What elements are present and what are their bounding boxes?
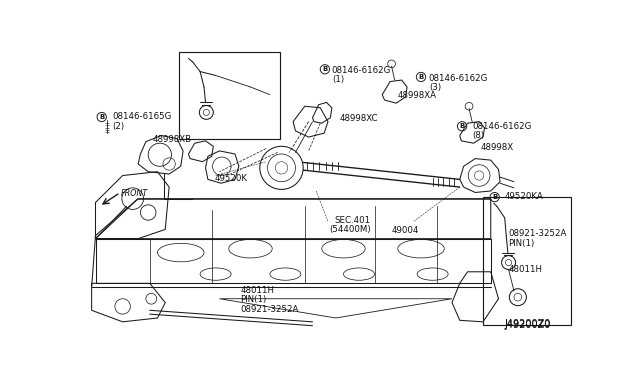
Text: 08146-6162G: 08146-6162G [332,66,391,75]
Text: 48998XA: 48998XA [397,91,436,100]
Bar [483,197,572,325]
Text: 48998X: 48998X [481,143,514,152]
Text: 48011H: 48011H [241,286,275,295]
Text: 49520KA: 49520KA [505,192,543,202]
Text: (54400M): (54400M) [330,225,371,234]
Text: 48998XB: 48998XB [153,135,192,144]
Text: 08146-6162G: 08146-6162G [472,122,532,131]
Text: 08921-3252A: 08921-3252A [509,230,567,238]
Text: B: B [460,123,465,129]
Text: 49520K: 49520K [215,174,248,183]
Text: 49004: 49004 [392,226,419,235]
Text: B: B [492,194,497,200]
Bar [179,52,280,139]
Text: B: B [99,114,104,120]
Text: 08146-6165G: 08146-6165G [113,112,172,121]
Text: 48998XC: 48998XC [340,114,378,123]
Text: PIN(1): PIN(1) [509,239,535,248]
Text: FRONT: FRONT [120,189,148,198]
Text: J49200Z0: J49200Z0 [505,320,551,330]
Text: J49200Z0: J49200Z0 [505,319,551,329]
Text: 08146-6162G: 08146-6162G [429,74,488,83]
Text: (8): (8) [472,131,484,140]
Text: PIN(1): PIN(1) [241,295,267,304]
Text: SEC.401: SEC.401 [334,216,371,225]
Text: (3): (3) [429,83,441,92]
Text: 48011H: 48011H [509,265,543,274]
Text: (1): (1) [332,76,344,84]
Text: B: B [323,66,328,72]
Text: (2): (2) [113,122,125,131]
Text: B: B [419,74,424,80]
Text: 08921-3252A: 08921-3252A [241,305,299,314]
